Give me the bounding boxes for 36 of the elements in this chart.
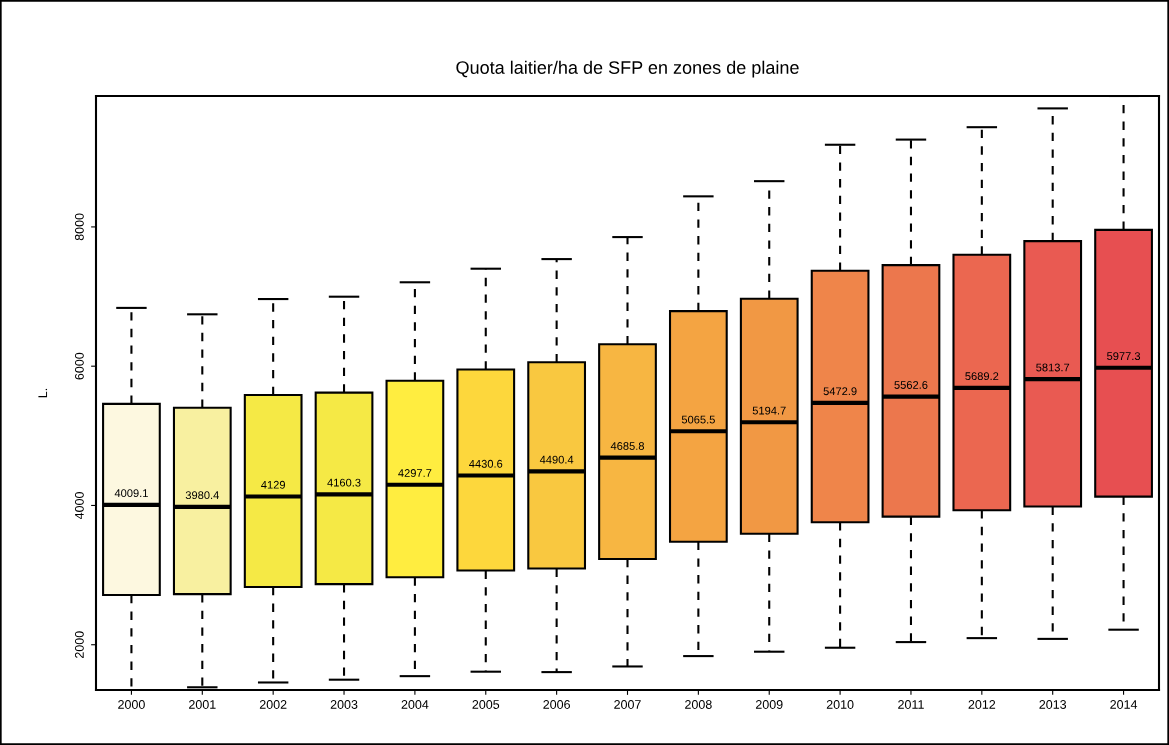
text: 5977.3: [1107, 352, 1141, 361]
chart-title: Quota laitier/ha de SFP en zones de plaine: [456, 60, 799, 78]
x-tick-label: 2010: [826, 700, 854, 709]
x-tick-label: 2006: [543, 700, 570, 709]
x-tick-label: 2004: [401, 700, 429, 709]
y-tick-label: 2000: [74, 631, 84, 659]
text: 4685.8: [610, 442, 645, 450]
text: 4297.7: [398, 469, 432, 477]
x-tick-label: 2009: [755, 700, 783, 709]
text: 4430.6: [469, 459, 503, 468]
text: 5194.7: [752, 406, 786, 415]
text: 5472.9: [823, 387, 857, 396]
text: 3980.4: [185, 491, 219, 500]
text: 4009.1: [114, 489, 148, 498]
x-tick-label: 2013: [1039, 700, 1067, 709]
y-tick-label: 4000: [74, 492, 84, 520]
y-axis-title: L.: [38, 388, 48, 398]
x-tick-label: 2012: [968, 700, 996, 709]
x-tick-label: 2007: [614, 700, 641, 709]
text: 5562.6: [894, 381, 928, 389]
text: 5065.5: [681, 415, 715, 424]
x-tick-label: 2005: [472, 700, 500, 709]
text: 4129: [261, 480, 285, 489]
y-tick-label: 6000: [74, 352, 84, 380]
text: 4160.3: [327, 478, 361, 487]
text: 4490.4: [539, 455, 574, 464]
x-tick-label: 2000: [118, 700, 145, 709]
y-tick-label: 8000: [74, 213, 84, 241]
x-tick-label: 2002: [259, 700, 287, 709]
x-tick-label: 2008: [685, 700, 712, 709]
text: 5689.2: [965, 372, 999, 381]
x-tick-label: 2014: [1110, 700, 1138, 709]
x-tick-label: 2003: [330, 700, 358, 709]
text: 5813.7: [1036, 363, 1070, 372]
x-tick-label: 2011: [898, 700, 924, 709]
x-tick-label: 2001: [189, 700, 216, 709]
